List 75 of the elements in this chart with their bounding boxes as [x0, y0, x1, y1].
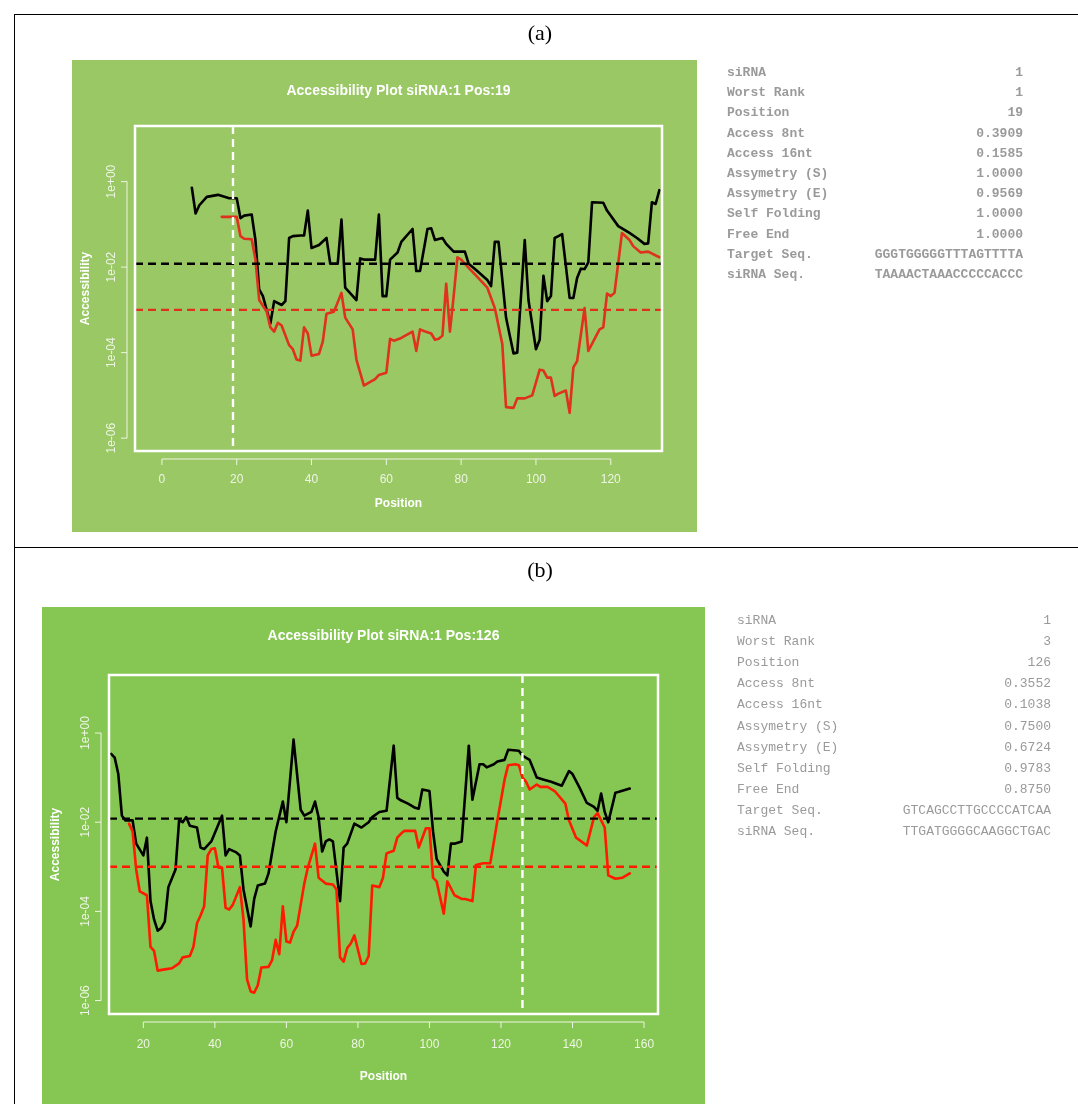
- text: 3: [1043, 634, 1051, 650]
- text: Assymetry (S): [737, 718, 839, 734]
- text: (a): [526, 20, 554, 46]
- x-tick-label: 40: [304, 472, 319, 486]
- text: Access 16nt: [727, 145, 813, 161]
- text: 0.1585: [976, 145, 1024, 161]
- text: Access 16nt: [737, 697, 823, 713]
- text: Access 8nt: [727, 125, 806, 141]
- text: 1: [1015, 85, 1024, 101]
- x-tick-label: 120: [490, 1037, 512, 1051]
- text: 1.0000: [976, 226, 1024, 242]
- x-tick-label: 20: [230, 472, 244, 486]
- x-tick-label: 80: [454, 472, 469, 486]
- text: siRNA Seq.: [727, 267, 806, 282]
- x-tick-label: 0: [158, 472, 166, 486]
- text: Worst Rank: [737, 634, 816, 650]
- text: GTCAGCCTTGCCCCATCAA: [902, 802, 1052, 818]
- x-tick-label: 100: [525, 472, 547, 486]
- y-tick-label: 1e-02: [104, 251, 118, 283]
- text: Self Folding: [727, 206, 821, 222]
- text: siRNA Seq.: [737, 824, 816, 839]
- text: 1.0000: [976, 206, 1024, 222]
- text: Free End: [737, 781, 800, 797]
- x-tick-label: 60: [379, 472, 394, 486]
- y-axis-title: Accessibility: [48, 807, 62, 882]
- y-tick-label: 1e-06: [104, 422, 118, 454]
- text: 0.7500: [1004, 718, 1051, 734]
- chart-title: Accessibility Plot siRNA:1 Pos:126: [267, 627, 500, 643]
- text: 0.3909: [976, 125, 1024, 141]
- text: Assymetry (S): [727, 166, 829, 181]
- x-tick-label: 120: [600, 472, 622, 486]
- text: Access 8nt: [737, 676, 816, 692]
- y-tick-label: 1e-06: [78, 984, 92, 1016]
- text: 0.3552: [1004, 676, 1051, 692]
- text: 19: [1007, 105, 1024, 121]
- text: 1: [1043, 613, 1052, 628]
- text: Position: [727, 105, 790, 121]
- text: siRNA: [727, 65, 767, 80]
- x-tick-label: 60: [279, 1037, 294, 1051]
- text: GGGTGGGGGTTTAGTTTTA: [874, 246, 1024, 262]
- x-axis-title: Position: [359, 1069, 408, 1083]
- text: Assymetry (E): [737, 739, 839, 755]
- y-tick-label: 1e-04: [104, 336, 118, 368]
- y-tick-label: 1e+00: [78, 715, 92, 750]
- x-tick-label: 20: [136, 1037, 151, 1051]
- text: Worst Rank: [727, 85, 806, 101]
- x-tick-label: 160: [634, 1037, 655, 1051]
- text: Target Seq.: [727, 246, 813, 262]
- text: 0.1038: [1004, 697, 1051, 713]
- y-axis-title: Accessibility: [78, 251, 92, 326]
- text: 126: [1027, 655, 1051, 671]
- text: Self Folding: [737, 760, 831, 776]
- text: Assymetry (E): [727, 186, 829, 202]
- text: Position: [737, 655, 800, 671]
- x-tick-label: 40: [208, 1037, 222, 1051]
- x-tick-label: 140: [562, 1037, 583, 1051]
- text: siRNA: [737, 613, 777, 628]
- x-tick-label: 100: [419, 1037, 440, 1051]
- text: 0.8750: [1004, 781, 1051, 797]
- y-tick-label: 1e-04: [78, 895, 92, 927]
- text: 0.6724: [1004, 739, 1052, 755]
- text: Target Seq.: [737, 802, 823, 818]
- chart-title: Accessibility Plot siRNA:1 Pos:19: [286, 82, 511, 98]
- text: TAAAACTAAACCCCCACCC: [874, 267, 1024, 282]
- x-tick-label: 80: [351, 1037, 365, 1051]
- y-tick-label: 1e+00: [104, 164, 118, 199]
- text: TTGATGGGGCAAGGCTGAC: [902, 824, 1052, 839]
- text: 0.9783: [1004, 760, 1051, 776]
- text: 0.9569: [976, 186, 1024, 202]
- x-axis-title: Position: [374, 496, 423, 510]
- text: 1.0000: [976, 166, 1024, 181]
- text: Free End: [727, 226, 790, 242]
- text: 1: [1015, 65, 1024, 80]
- text: (b): [526, 557, 554, 583]
- y-tick-label: 1e-02: [78, 806, 92, 838]
